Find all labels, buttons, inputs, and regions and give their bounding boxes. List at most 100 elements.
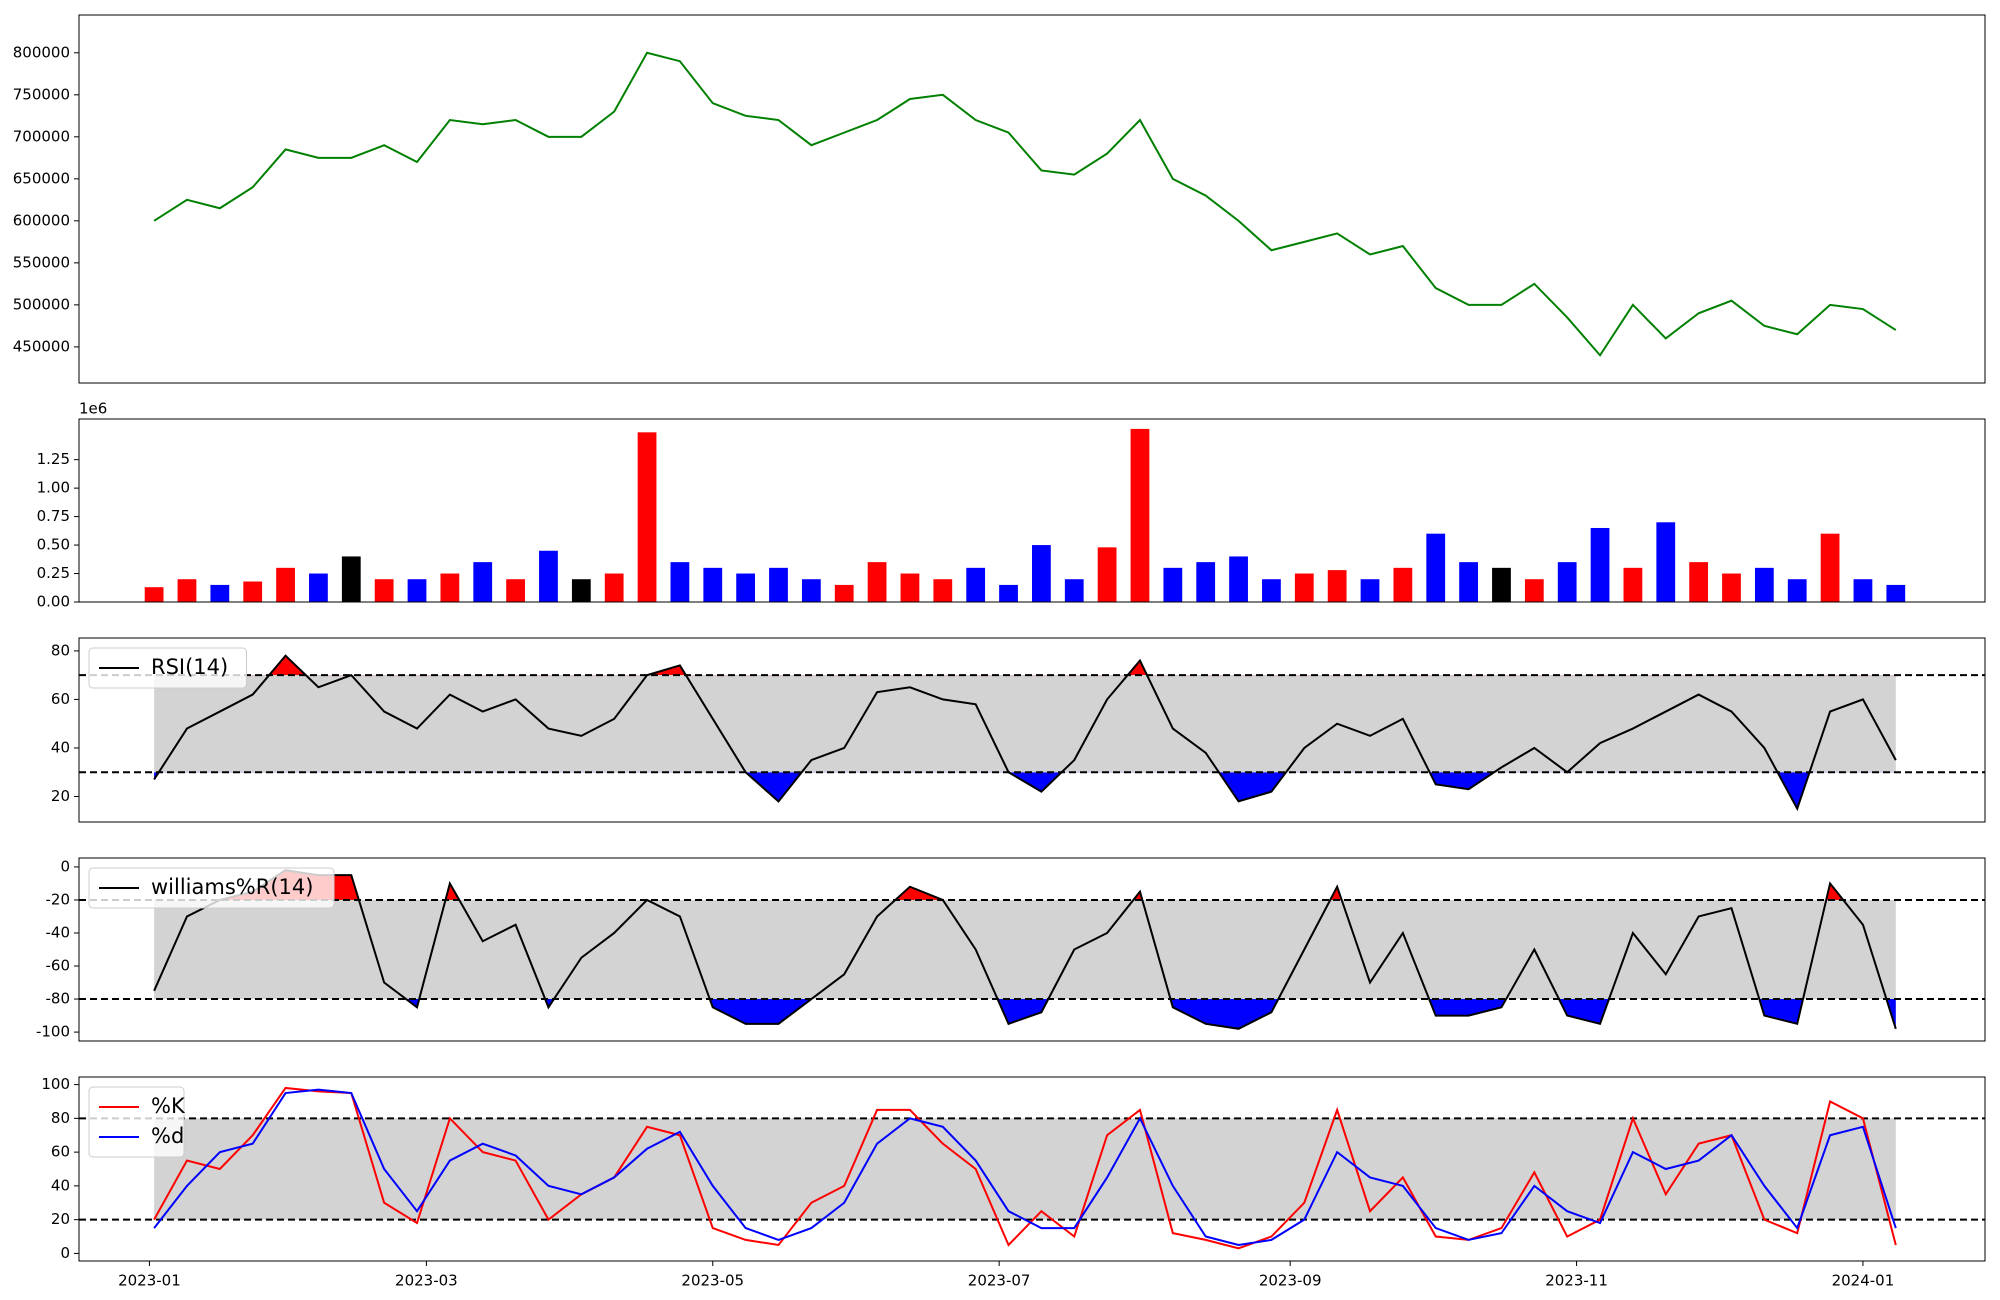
volume-bar — [341, 556, 361, 602]
neutral-band — [154, 899, 1896, 1000]
y-tick-label: 450000 — [13, 337, 70, 355]
legend-label: RSI(14) — [151, 655, 228, 679]
axes-frame — [78, 857, 1986, 1042]
volume-bar — [571, 579, 591, 602]
volume-bar — [801, 579, 821, 602]
volume-bar — [210, 584, 230, 602]
volume-bar — [276, 567, 295, 602]
panel: 20 40 60 80 RSI(14) — [51, 637, 1986, 823]
volume-bar — [1032, 545, 1051, 602]
neutral-band — [154, 1118, 1896, 1220]
volume-bar — [1097, 547, 1117, 602]
volume-bar — [1689, 562, 1709, 602]
y-tick-label: 0.75 — [37, 507, 70, 525]
volume-bar — [1524, 579, 1544, 602]
axes-frame — [78, 637, 1986, 823]
y-tick-label: 40 — [51, 738, 70, 756]
volume-bar — [1820, 533, 1840, 602]
y-tick-label: 60 — [51, 1143, 70, 1161]
volume-bar — [243, 581, 263, 602]
y-tick-label: 20 — [51, 1210, 70, 1228]
volume-bar — [703, 567, 723, 602]
volume-bar — [1787, 579, 1807, 602]
volume-bar — [1130, 428, 1150, 602]
y-tick-label: -80 — [46, 990, 71, 1008]
x-tick-label: 2023-07 — [968, 1272, 1031, 1290]
indicator-line — [153, 869, 1897, 1030]
panel: 0 20 40 60 80 100 2023-01 2023-03 2023-05 2023-07… — [41, 1075, 1986, 1290]
volume-bar — [1294, 573, 1314, 602]
oversold-fill — [154, 999, 1896, 1029]
panel: -100 -80 -60 -40 -20 0 williams%R(14) — [36, 857, 1986, 1042]
volume-bar — [736, 573, 756, 602]
volume-bar — [1754, 567, 1774, 602]
y-tick-label: 0 — [60, 857, 70, 875]
y-tick-label: 600000 — [13, 211, 70, 229]
y-tick-label: 40 — [51, 1176, 70, 1194]
volume-bar — [637, 432, 657, 602]
volume-bar — [407, 579, 427, 602]
volume-bar — [1393, 567, 1413, 602]
volume-bar — [1163, 567, 1183, 602]
volume-bar — [144, 587, 164, 602]
y-tick-label: 0.50 — [37, 536, 70, 554]
neutral-band — [154, 675, 1896, 773]
volume-bar — [834, 584, 854, 602]
x-tick-label: 2023-09 — [1259, 1272, 1322, 1290]
legend-label: %K — [151, 1094, 186, 1118]
y-tick-label: -100 — [36, 1023, 70, 1041]
volume-bar — [1196, 562, 1216, 602]
y-tick-label: -60 — [46, 957, 71, 975]
y-tick-label: -20 — [46, 890, 71, 908]
volume-bar — [867, 562, 887, 602]
volume-bar — [604, 573, 624, 602]
volume-bar — [1064, 579, 1084, 602]
volume-bar — [1360, 579, 1380, 602]
volume-bar — [999, 584, 1018, 602]
volume-bar — [1262, 579, 1281, 602]
legend-box — [88, 1086, 185, 1158]
volume-bar — [966, 567, 986, 602]
y-tick-label: 1.25 — [37, 450, 70, 468]
legend-label: %d — [151, 1124, 184, 1148]
volume-bar — [539, 550, 558, 602]
volume-bar — [1557, 562, 1577, 602]
volume-bar — [670, 562, 690, 602]
y-tick-label: 650000 — [13, 169, 70, 187]
axes-frame — [78, 1076, 1986, 1262]
axes-frame — [78, 418, 1986, 603]
volume-bar — [933, 579, 953, 602]
legend-box — [88, 867, 335, 909]
volume-bar — [900, 573, 920, 602]
volume-bar — [1623, 567, 1643, 602]
y-tick-label: 550000 — [13, 253, 70, 271]
x-tick-label: 2023-11 — [1545, 1272, 1608, 1290]
volume-bar — [1327, 570, 1347, 602]
volume-bar — [1656, 522, 1676, 602]
volume-bar — [1853, 579, 1873, 602]
volume-bar — [473, 562, 493, 602]
volume-bar — [1459, 562, 1478, 602]
panel: 450000 500000 550000 600000 650000 700000 7500… — [13, 14, 1986, 384]
x-tick-label: 2023-01 — [118, 1272, 181, 1290]
legend-label: williams%R(14) — [151, 875, 313, 899]
y-tick-label: 1.00 — [37, 479, 70, 497]
y-tick-label: 800000 — [13, 43, 70, 61]
volume-bar — [506, 579, 525, 602]
legend-box — [88, 647, 247, 689]
x-tick-label: 2023-05 — [681, 1272, 744, 1290]
indicator-line — [153, 1088, 1897, 1246]
x-tick-label: 2023-03 — [395, 1272, 458, 1290]
y-tick-label: 0 — [60, 1244, 70, 1262]
offset-label: 1e6 — [79, 400, 107, 418]
y-tick-label: 700000 — [13, 127, 70, 145]
axes-frame — [78, 14, 1986, 384]
panel: 0.00 0.25 0.50 0.75 1.00 1.25 1e6 — [37, 400, 1986, 611]
volume-bar — [1590, 527, 1610, 602]
volume-bar — [177, 579, 197, 602]
volume-bar — [374, 579, 394, 602]
y-tick-label: 20 — [51, 787, 70, 805]
volume-bar — [1426, 533, 1446, 602]
indicator-line — [153, 1086, 1897, 1250]
